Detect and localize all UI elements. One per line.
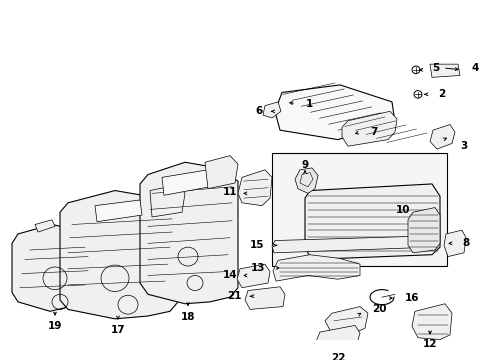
Text: 19: 19 (48, 321, 62, 332)
Text: 9: 9 (301, 160, 308, 170)
Text: 11: 11 (222, 188, 237, 197)
Polygon shape (244, 287, 285, 309)
Polygon shape (60, 190, 178, 319)
Text: 12: 12 (422, 339, 436, 349)
Bar (271, 153, 446, 266)
Polygon shape (411, 304, 451, 339)
Polygon shape (429, 125, 454, 149)
Polygon shape (271, 236, 433, 253)
Text: 18: 18 (181, 312, 195, 322)
Polygon shape (95, 200, 142, 222)
Polygon shape (305, 184, 439, 260)
Text: 2: 2 (437, 89, 445, 99)
Polygon shape (315, 325, 359, 351)
Polygon shape (443, 230, 465, 257)
Text: 20: 20 (371, 305, 386, 314)
Text: 17: 17 (110, 325, 125, 335)
Polygon shape (12, 225, 95, 311)
Polygon shape (150, 185, 184, 217)
Polygon shape (237, 264, 269, 288)
Text: 15: 15 (249, 240, 264, 250)
Polygon shape (294, 168, 317, 193)
Polygon shape (272, 255, 359, 281)
Polygon shape (341, 111, 396, 146)
Text: 13: 13 (250, 263, 264, 273)
Polygon shape (407, 207, 439, 253)
Polygon shape (238, 170, 271, 206)
Text: 10: 10 (395, 205, 409, 215)
Polygon shape (35, 220, 55, 232)
Text: 3: 3 (459, 141, 467, 151)
Text: 4: 4 (471, 63, 478, 73)
Text: 14: 14 (222, 270, 237, 280)
Polygon shape (162, 170, 209, 195)
Text: 6: 6 (255, 106, 263, 116)
Text: 1: 1 (305, 99, 313, 109)
Text: 16: 16 (404, 293, 419, 303)
Polygon shape (263, 102, 281, 118)
Text: 8: 8 (461, 238, 468, 248)
Text: 21: 21 (227, 291, 242, 301)
Polygon shape (140, 162, 238, 304)
Polygon shape (325, 307, 367, 335)
Text: 5: 5 (431, 63, 438, 73)
Polygon shape (429, 64, 459, 77)
Polygon shape (274, 85, 394, 140)
Polygon shape (204, 156, 238, 189)
Text: 22: 22 (330, 354, 345, 360)
Text: 7: 7 (369, 127, 377, 137)
